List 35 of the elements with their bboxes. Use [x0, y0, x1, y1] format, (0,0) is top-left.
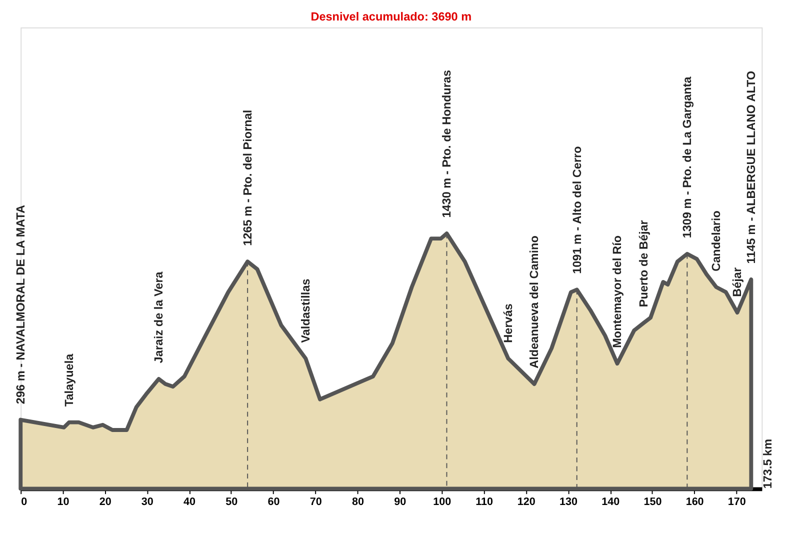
annotation: 1145 m - ALBERGUE LLANO ALTO	[745, 70, 758, 264]
x-tick-label: 110	[476, 496, 493, 508]
annotation: Montemayor del Río	[611, 235, 624, 348]
annotation: 1265 m - Pto. del Piornal	[241, 110, 254, 246]
x-tick-label: 30	[141, 496, 154, 508]
x-tick-label: 90	[394, 496, 406, 508]
annotation: Béjar	[731, 267, 744, 297]
x-tick-label: 150	[644, 496, 662, 508]
annotation: Aldeanueva del Camino	[528, 236, 542, 368]
chart-title: Desnivel acumulado: 3690 m	[310, 10, 472, 24]
x-tick-label: 160	[686, 496, 704, 508]
annotation: Candelario	[710, 210, 724, 272]
x-tick-label: 20	[99, 496, 112, 508]
annotation: Valdastillas	[300, 278, 313, 343]
x-tick-label: 120	[517, 496, 536, 508]
x-tick-label: 0	[21, 496, 28, 508]
x-tick-label: 140	[602, 496, 620, 508]
x-tick-label: 70	[310, 496, 322, 508]
x-tick-label: 60	[268, 496, 280, 508]
annotation: 1430 m - Pto. de Honduras	[440, 70, 454, 218]
x-tick-label: 170	[728, 496, 746, 508]
annotation: Jaraiz de la Vera	[152, 271, 166, 364]
annotation: Talayuela	[62, 353, 76, 407]
x-tick-label: 50	[226, 496, 238, 508]
x-tick-label: 130	[560, 496, 578, 508]
x-tick-label: 10	[57, 496, 70, 508]
annotation: 1091 m - Alto del Cerro	[570, 146, 584, 274]
x-tick-label: 40	[184, 496, 196, 508]
annotation: 1309 m - Pto. de La Garganta	[681, 76, 694, 238]
annotation: 173.5 km	[762, 438, 775, 489]
annotation: Puerto de Béjar	[638, 220, 651, 308]
annotation: 296 m - NAVALMORAL DE LA MATA	[14, 204, 28, 404]
annotation: Hervás	[502, 303, 516, 343]
x-tick-label: 100	[433, 496, 452, 508]
x-tick-label: 80	[352, 496, 364, 508]
